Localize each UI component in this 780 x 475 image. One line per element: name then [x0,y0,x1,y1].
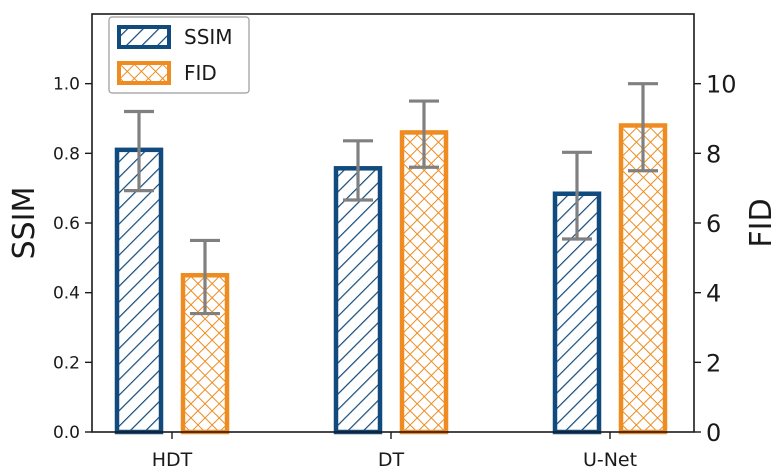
y-tick-label: 0.8 [53,144,80,164]
legend-label: SSIM [184,25,233,49]
y-tick-label: 0.2 [53,353,80,373]
y-right-tick-label: 4 [706,280,721,308]
y-right-tick-label: 10 [706,71,737,99]
y-tick-label: 1.0 [53,75,80,95]
error-bar-fid-u-net [628,82,658,173]
y-axis-title: SSIM [7,187,42,260]
error-bar-fid-dt [409,99,439,169]
y-right-tick-label: 6 [706,210,721,238]
y-right-tick-label: 0 [706,419,721,447]
bar-fid-dt [399,130,449,435]
error-bar-fid-hdt [190,238,220,316]
error-bar-ssim-hdt [124,109,154,193]
bar-ssim-dt [333,166,383,435]
x-tick-label: U-Net [583,449,637,471]
x-tick-label: HDT [152,449,193,471]
y-right-axis-title: FID [744,198,779,247]
legend-swatch [117,25,171,49]
y-right-tick-label: 2 [706,349,721,377]
legend-label: FID [184,61,217,85]
y-tick-label: 0.4 [53,284,80,304]
y-tick-label: 0.0 [53,423,80,443]
y-right-tick-label: 8 [706,140,721,168]
legend-swatch [117,61,171,85]
x-tick-label: DT [378,449,405,471]
error-bar-ssim-u-net [562,150,592,241]
y-tick-label: 0.6 [53,214,80,234]
error-bar-ssim-dt [343,139,373,202]
bar-fid-u-net [618,123,668,435]
